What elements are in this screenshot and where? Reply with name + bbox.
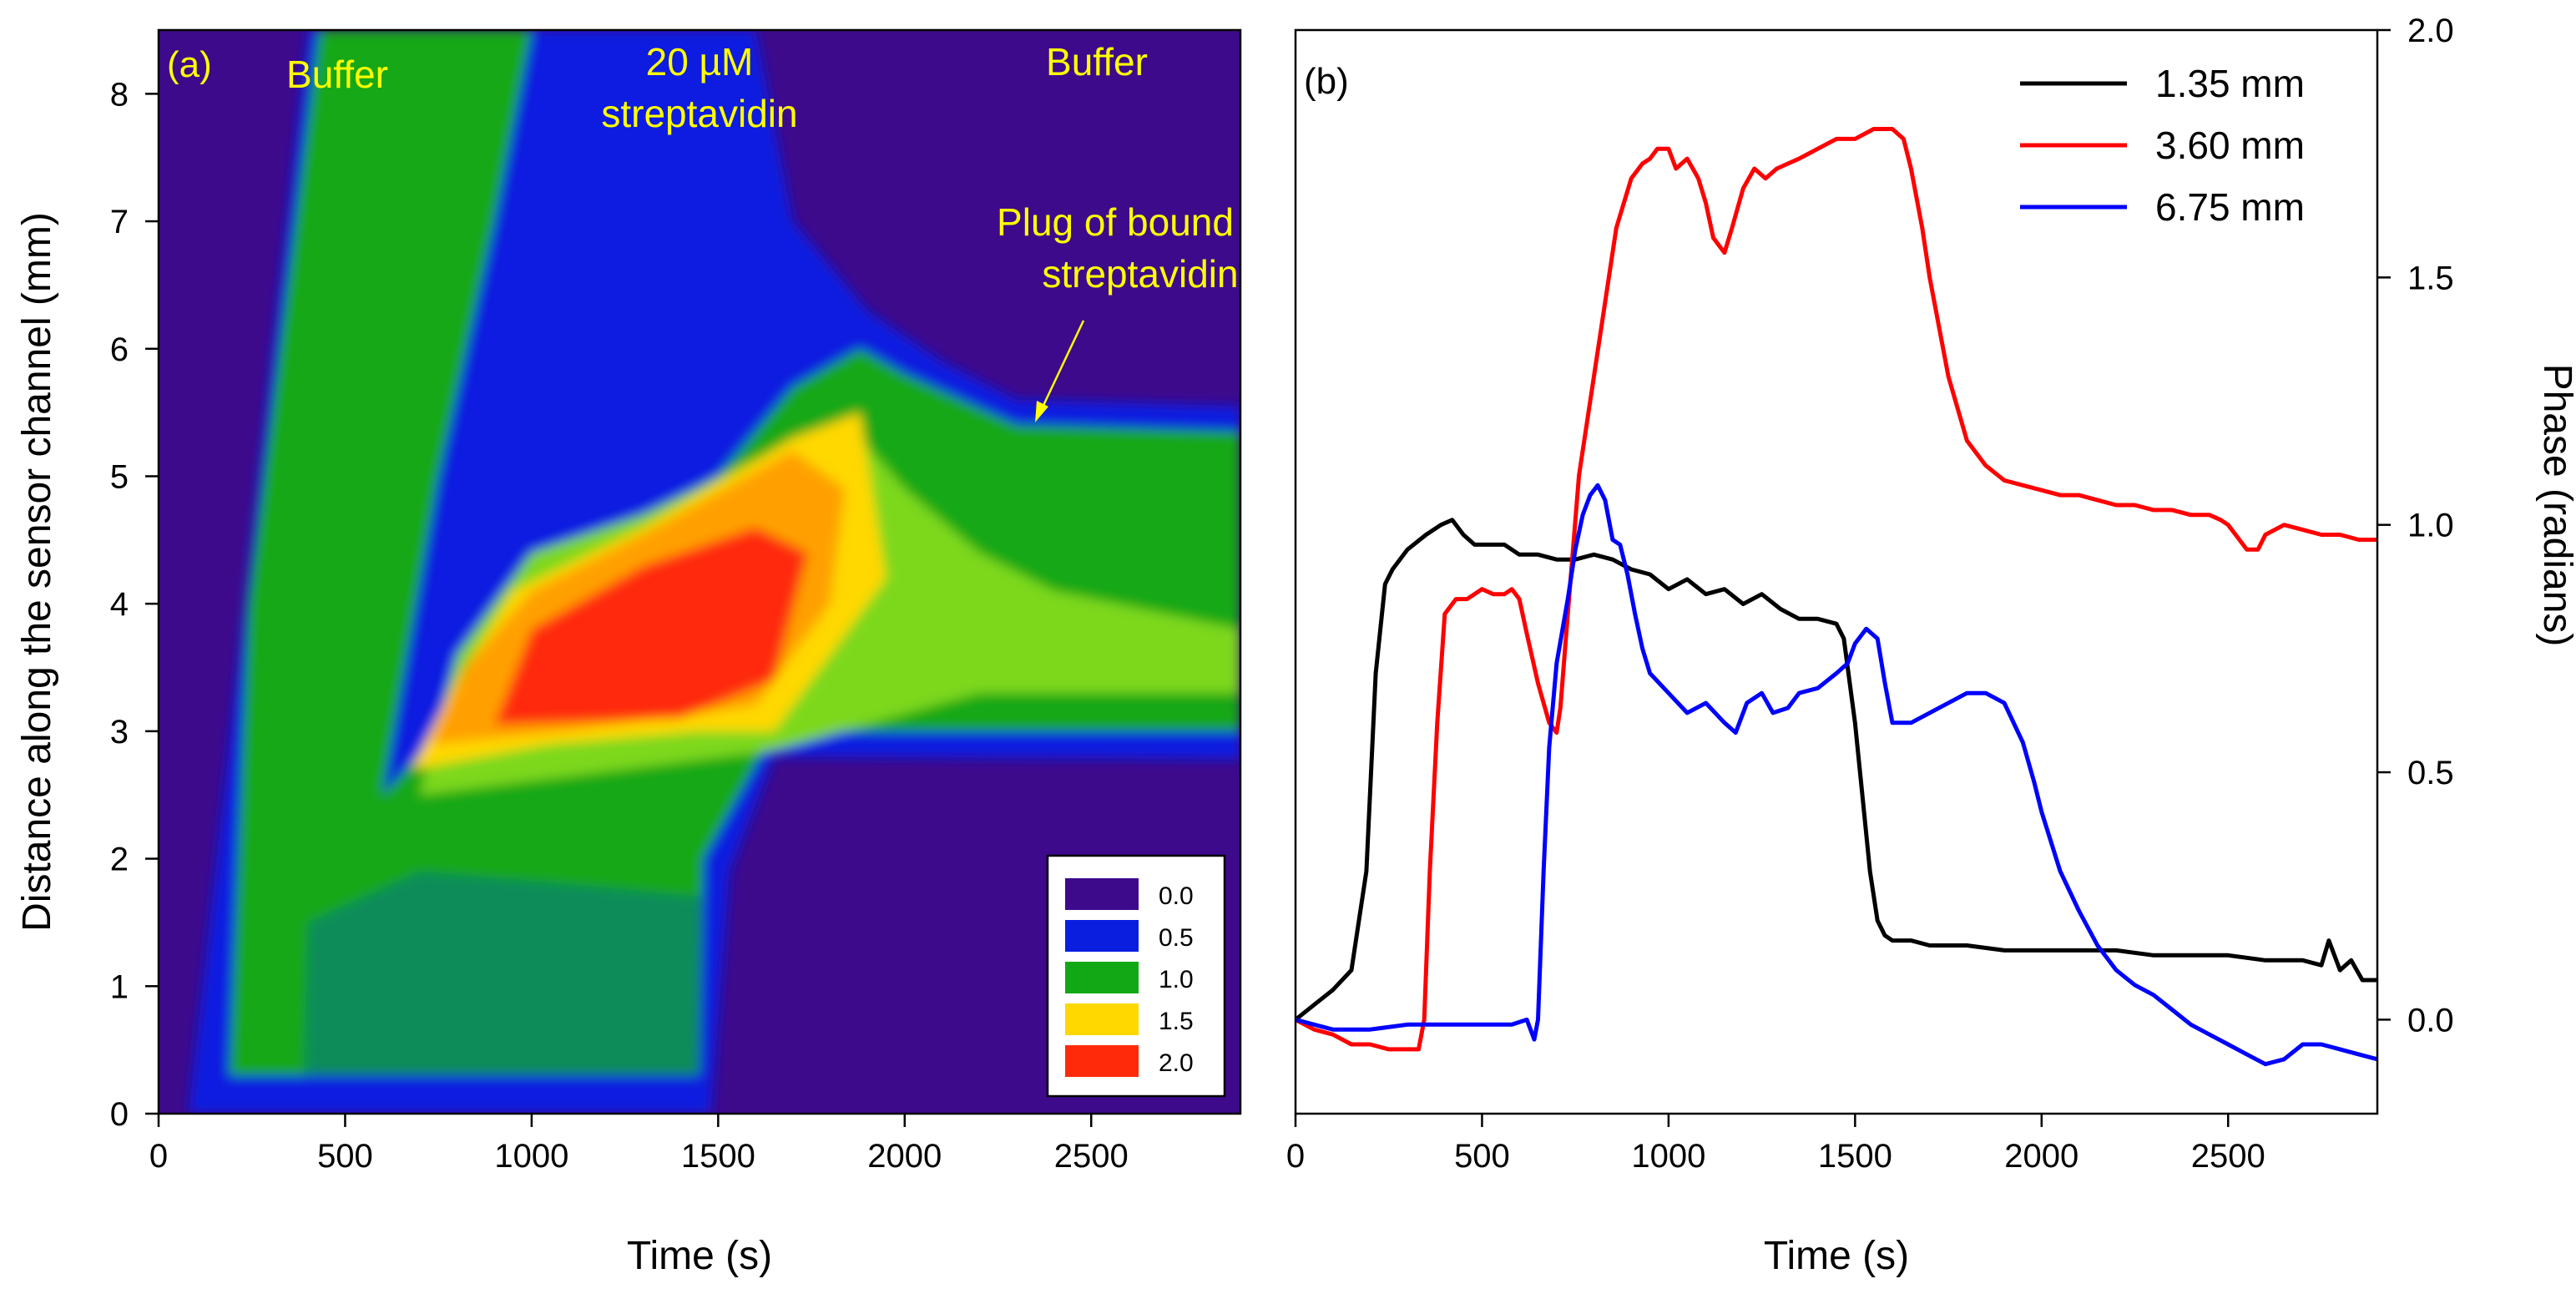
heatmap-y-tick-label: 2: [110, 842, 129, 878]
heatmap-y-axis: 0 1 2 3 4 5 6 7 8: [110, 76, 159, 1133]
legend-label-0-5: 0.5: [1159, 924, 1194, 952]
heatmap-y-tick-label: 3: [110, 714, 129, 751]
heatmap-y-axis-title: Distance along the sensor channel (mm): [15, 212, 59, 932]
line-plot-area: [1296, 30, 2377, 1114]
annotation-plug-line1: Plug of bound: [997, 200, 1234, 244]
annotation-plug-arrow-shaft: [1038, 320, 1085, 413]
series-line-3-60-mm: [1296, 127, 2377, 1052]
contour-band-2-0: [494, 527, 808, 725]
legend-swatch-0-5: [1065, 920, 1139, 952]
heatmap-y-tick-label: 1: [110, 968, 129, 1005]
legend-label-6-75-mm: 6.75 mm: [2155, 185, 2305, 229]
legend-label-1-35-mm: 1.35 mm: [2155, 62, 2305, 105]
heatmap-y-tick-label: 6: [110, 331, 129, 368]
line-x-tick-label: 0: [1286, 1138, 1305, 1175]
legend-label-0-0: 0.0: [1159, 882, 1194, 910]
line-y-axis: 0.0 0.5 1.0 1.5 2.0: [2377, 13, 2454, 1039]
heatmap-y-tick-label: 5: [110, 458, 129, 495]
line-x-tick-label: 2500: [2191, 1138, 2265, 1175]
line-y-tick-label: 0.5: [2407, 755, 2454, 791]
line-x-axis: 0 500 1000 1500 2000 2500: [1286, 1114, 2265, 1175]
heatmap-x-tick-label: 0: [149, 1138, 168, 1175]
annotation-sample-line2: streptavidin: [601, 92, 797, 135]
annotation-plug-line2: streptavidin: [1042, 252, 1238, 296]
heatmap-x-tick-label: 2000: [867, 1138, 942, 1175]
contour-band-0-8: [304, 871, 704, 1076]
heatmap-x-tick-label: 2500: [1054, 1138, 1129, 1175]
heatmap-x-tick-label: 500: [317, 1138, 373, 1175]
legend-label-1-5: 1.5: [1159, 1008, 1194, 1035]
line-x-tick-label: 1000: [1631, 1138, 1705, 1175]
line-y-tick-label: 1.5: [2407, 260, 2454, 296]
line-x-tick-label: 2000: [2004, 1138, 2078, 1175]
line-x-tick-label: 1500: [1818, 1138, 1892, 1175]
heatmap-plot-area: [159, 30, 1240, 1114]
heatmap-x-tick-label: 1000: [494, 1138, 568, 1175]
legend-swatch-2-0: [1065, 1045, 1139, 1077]
series-line-1-35-mm: [1296, 518, 2377, 1022]
line-x-axis-title: Time (s): [1764, 1234, 1909, 1278]
heatmap-frame: [157, 28, 1242, 1115]
heatmap-legend: 0.0 0.5 1.0 1.5 2.0: [1046, 854, 1226, 1098]
series-line-6-75-mm: [1296, 483, 2377, 1067]
legend-swatch-0-0: [1065, 878, 1139, 910]
heatmap-y-tick-label: 8: [110, 76, 129, 113]
annotation-buffer-left: Buffer: [286, 53, 388, 96]
line-plot-frame: [1294, 28, 2379, 1115]
annotation-buffer-right: Buffer: [1046, 40, 1148, 83]
heatmap-x-tick-label: 1500: [681, 1138, 755, 1175]
legend-label-1-0: 1.0: [1159, 966, 1194, 993]
annotation-plug-arrow-head: [1035, 401, 1048, 422]
line-y-axis-title: Phase (radians): [2535, 364, 2576, 647]
legend-label-3-60-mm: 3.60 mm: [2155, 124, 2305, 167]
panel-a-label: (a): [167, 44, 212, 85]
heatmap-y-tick-label: 7: [110, 204, 129, 240]
heatmap-y-tick-label: 0: [110, 1096, 129, 1133]
panel-b-label: (b): [1304, 61, 1349, 102]
line-legend: 1.35 mm 3.60 mm 6.75 mm: [2020, 62, 2305, 229]
heatmap-y-tick-label: 4: [110, 586, 129, 623]
legend-swatch-1-5: [1065, 1003, 1139, 1035]
heatmap-x-axis: 0 500 1000 1500 2000 2500: [149, 1114, 1129, 1175]
panel-b: 0 500 1000 1500 2000 2500 0.0 0.5 1.0 1.5 2.0 (b)…: [1286, 13, 2576, 1278]
line-series-group: [1296, 127, 2377, 1067]
legend-label-2-0: 2.0: [1159, 1049, 1194, 1077]
line-y-tick-label: 2.0: [2407, 13, 2454, 49]
line-y-tick-label: 0.0: [2407, 1002, 2454, 1039]
heatmap-contours: [188, 30, 1240, 1114]
line-x-tick-label: 500: [1454, 1138, 1510, 1175]
line-y-tick-label: 1.0: [2407, 508, 2454, 544]
heatmap-x-axis-title: Time (s): [627, 1234, 772, 1278]
legend-swatch-1-0: [1065, 962, 1139, 993]
panel-a: 0 500 1000 1500 2000 2500 0 1 2 3 4 5 6 7 8 (a) Buffe…: [15, 28, 1242, 1278]
annotation-sample-line1: 20 µM: [646, 40, 754, 83]
